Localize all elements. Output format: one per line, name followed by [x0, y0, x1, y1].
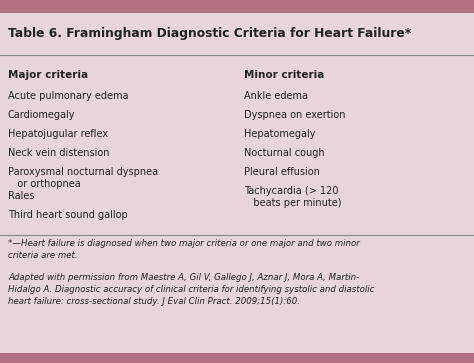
Text: Paroxysmal nocturnal dyspnea
   or orthopnea: Paroxysmal nocturnal dyspnea or orthopne… — [8, 167, 158, 189]
Text: Adapted with permission from Maestre A, Gil V, Gallego J, Aznar J, Mora A, Marti: Adapted with permission from Maestre A, … — [8, 273, 374, 306]
Text: Hepatojugular reflex: Hepatojugular reflex — [8, 129, 108, 139]
Text: Hepatomegaly: Hepatomegaly — [244, 129, 316, 139]
Bar — [0, 13, 474, 55]
Text: Acute pulmonary edema: Acute pulmonary edema — [8, 91, 128, 101]
Text: Nocturnal cough: Nocturnal cough — [244, 148, 325, 158]
Bar — [0, 353, 474, 363]
Text: Tachycardia (> 120
   beats per minute): Tachycardia (> 120 beats per minute) — [244, 186, 341, 208]
Text: Rales: Rales — [8, 191, 35, 201]
Text: Cardiomegaly: Cardiomegaly — [8, 110, 75, 120]
Text: Minor criteria: Minor criteria — [244, 70, 324, 80]
Text: Pleural effusion: Pleural effusion — [244, 167, 320, 177]
Text: Major criteria: Major criteria — [8, 70, 88, 80]
Text: Table 6. Framingham Diagnostic Criteria for Heart Failure*: Table 6. Framingham Diagnostic Criteria … — [8, 28, 411, 41]
Text: Dyspnea on exertion: Dyspnea on exertion — [244, 110, 346, 120]
Text: Ankle edema: Ankle edema — [244, 91, 308, 101]
Text: *—Heart failure is diagnosed when two major criteria or one major and two minor
: *—Heart failure is diagnosed when two ma… — [8, 239, 360, 260]
Bar — [0, 0, 474, 13]
Text: Third heart sound gallop: Third heart sound gallop — [8, 210, 128, 220]
Text: Neck vein distension: Neck vein distension — [8, 148, 109, 158]
